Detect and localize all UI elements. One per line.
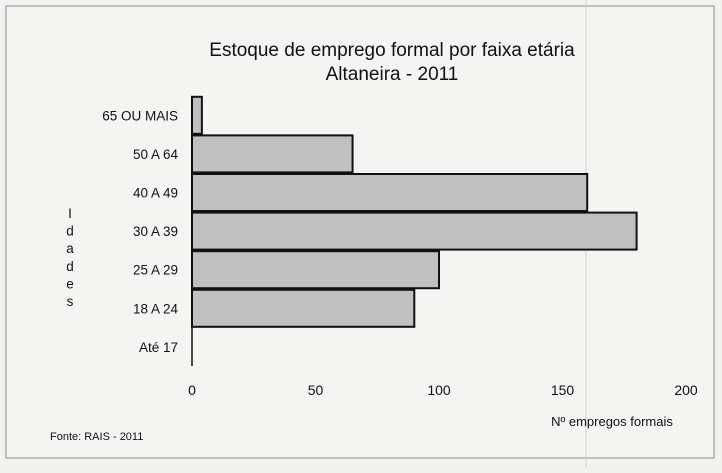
category-label-3: 30 A 39 <box>133 224 178 239</box>
bar-2 <box>191 173 589 212</box>
y-axis-label-char: d <box>66 259 74 274</box>
source-note: Fonte: RAIS - 2011 <box>50 431 143 443</box>
y-axis-label-char: a <box>66 241 74 256</box>
x-axis-label: Nº empregos formais <box>551 414 673 429</box>
category-labels: 65 OU MAIS 50 A 64 40 A 49 30 A 39 25 A 29 18… <box>102 108 178 355</box>
bars-group <box>191 95 638 328</box>
category-label-4: 25 A 29 <box>133 263 178 278</box>
category-label-6: Até 17 <box>139 340 178 355</box>
category-label-1: 50 A 64 <box>133 147 179 162</box>
x-tick-label-2: 100 <box>427 382 451 398</box>
bar-3 <box>191 211 638 251</box>
x-tick-label-4: 200 <box>674 382 698 398</box>
category-label-0: 65 OU MAIS <box>102 108 178 123</box>
bar-1 <box>191 134 354 174</box>
x-tick-label-0: 0 <box>188 382 196 398</box>
bar-0 <box>191 95 203 135</box>
category-label-2: 40 A 49 <box>133 186 178 201</box>
chart-title: Estoque de emprego formal por faixa etár… <box>209 40 575 61</box>
y-axis-label-char: s <box>67 294 74 309</box>
chart-subtitle: Altaneira - 2011 <box>326 64 459 85</box>
y-axis-label-char: e <box>66 276 74 291</box>
x-tick-label-1: 50 <box>308 382 324 398</box>
bar-5 <box>191 288 416 328</box>
category-label-5: 18 A 24 <box>133 301 179 316</box>
y-axis-label-char: d <box>66 224 74 239</box>
x-tick-label-3: 150 <box>551 382 575 398</box>
x-tick-labels: 0 50 100 150 200 <box>188 382 698 398</box>
y-axis-label-char: I <box>68 206 72 221</box>
bar-4 <box>191 250 440 290</box>
